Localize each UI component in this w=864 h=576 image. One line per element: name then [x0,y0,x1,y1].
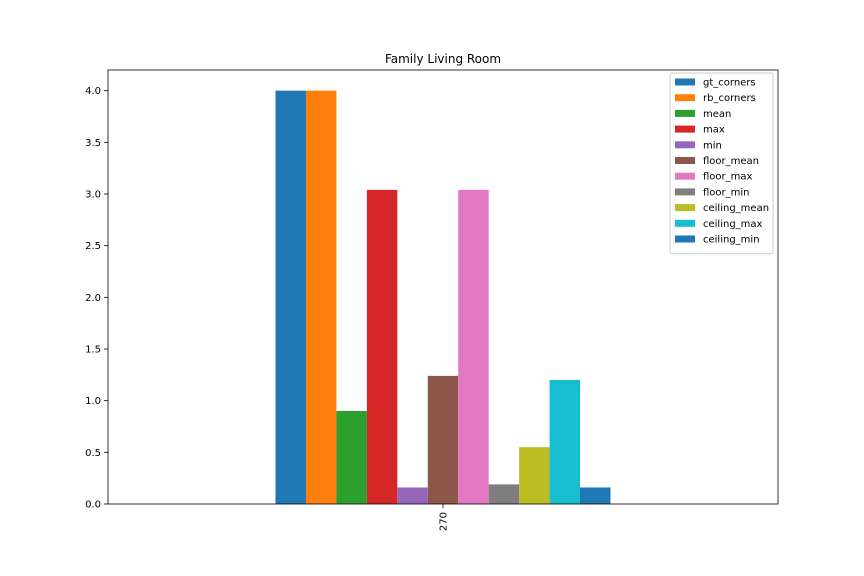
legend-label: rb_corners [703,93,756,104]
bar-floor-mean [427,375,459,504]
y-tick-label: 1.5 [85,345,101,356]
y-tick-label: 0.5 [85,448,101,459]
legend-label: ceiling_mean [703,203,769,214]
y-tick-label: 0.0 [85,500,101,511]
bar-ceiling-mean [519,447,550,504]
legend-label: max [703,125,725,136]
legend-swatch [675,204,695,212]
legend-swatch [675,109,695,117]
bar-ceiling-max [549,380,581,504]
legend-box [669,72,774,255]
legend-label: min [703,140,722,151]
legend-swatch [675,172,695,180]
bar-floor-min [488,484,520,504]
legend-label: gt_corners [703,78,756,89]
y-tick-label: 4.0 [85,86,101,97]
bar-gt-corners [275,90,306,505]
legend-label: mean [703,109,731,120]
legend-swatch [675,235,695,243]
bar-rb-corners [305,90,337,505]
legend-swatch [675,94,695,102]
legend-swatch [675,157,695,164]
legend-swatch [675,78,695,86]
bar-floor-max [458,189,489,504]
y-tick-label: 2.5 [85,241,101,252]
bar-max [366,189,398,504]
x-tick-label: 270 [439,512,450,531]
bar-min [397,487,428,504]
bar-mean [336,411,367,504]
plot-area [107,69,779,505]
y-tick-label: 3.5 [85,138,101,149]
legend-label: ceiling_min [703,235,760,246]
legend-swatch [675,141,695,149]
y-axis: 0.0 0.5 1.0 1.5 2.0 2.5 3.0 3.5 4.0 [85,86,108,511]
legend-swatch [675,125,695,133]
legend-swatch [675,188,695,196]
x-axis: 270 [439,504,450,531]
y-tick-label: 2.0 [85,293,101,304]
legend-label: floor_mean [703,156,759,167]
chart-title: Family Living Room [385,52,501,66]
legend-swatch [675,219,695,227]
legend-label: floor_max [703,172,753,183]
legend-label: floor_min [703,187,750,198]
bar-ceiling-min [580,487,611,504]
legend-label: ceiling_max [703,219,763,230]
y-tick-label: 1.0 [85,396,101,407]
y-tick-label: 3.0 [85,190,101,201]
